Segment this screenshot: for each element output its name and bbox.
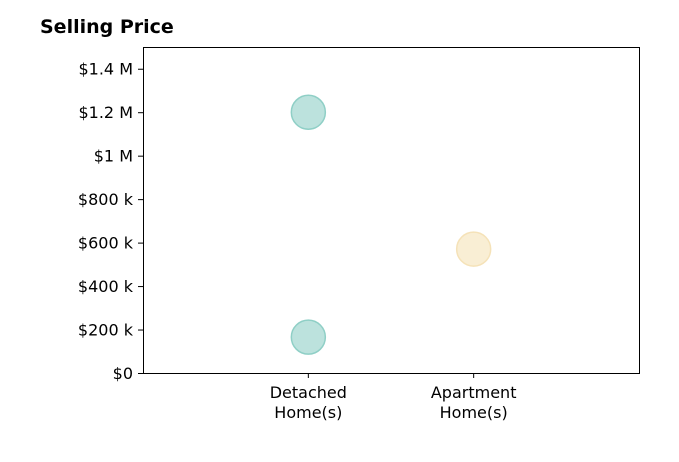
y-tick-label: $600 k xyxy=(78,234,134,253)
x-tick-label: Home(s) xyxy=(274,403,342,422)
x-tick-label: Apartment xyxy=(431,383,517,402)
y-tick-label: $1.2 M xyxy=(78,103,133,122)
y-tick-label: $1.4 M xyxy=(78,60,133,79)
y-tick-label: $0 xyxy=(113,364,133,383)
y-tick-label: $400 k xyxy=(78,277,134,296)
data-point xyxy=(455,231,492,267)
chart-title: Selling Price xyxy=(40,16,174,38)
data-point xyxy=(290,319,327,355)
y-tick-label: $1 M xyxy=(94,147,133,166)
plot-area-frame xyxy=(143,47,640,374)
y-tick-label: $200 k xyxy=(78,321,134,340)
y-tick-label: $800 k xyxy=(78,190,134,209)
data-points xyxy=(290,94,492,355)
data-point xyxy=(290,94,327,130)
x-tick-label: Home(s) xyxy=(440,403,508,422)
x-tick-label: Detached xyxy=(270,383,347,402)
y-axis: $0 $200 k $400 k $600 k $800 k $1 M $1.2 M $1.4… xyxy=(78,60,143,383)
